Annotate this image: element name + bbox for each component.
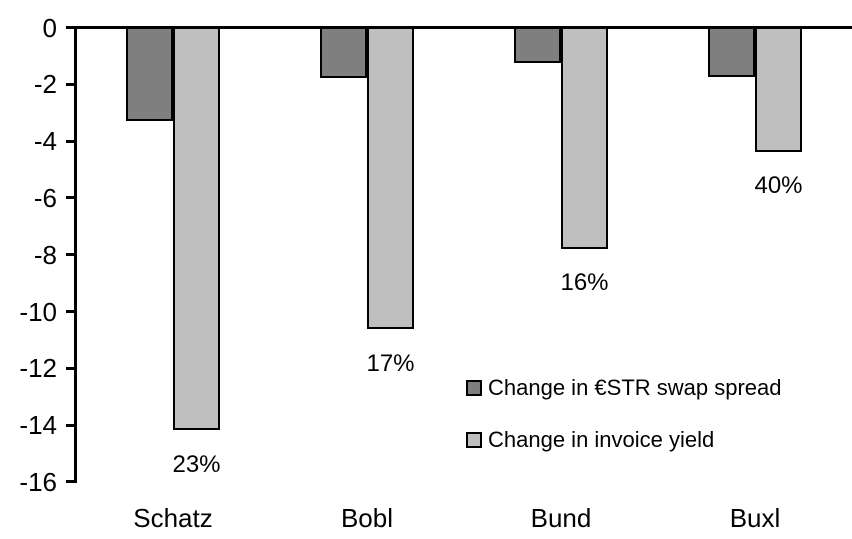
y-axis-tick (66, 253, 75, 257)
y-axis-tick (66, 196, 75, 200)
legend-label: Change in invoice yield (488, 427, 715, 452)
data-label-schatz: 23% (172, 450, 221, 478)
y-axis-tick-label: -16 (19, 466, 57, 497)
x-axis-label-buxl: Buxl (729, 503, 781, 533)
data-label-bund: 16% (560, 269, 609, 297)
legend-swatch-light-icon (466, 432, 482, 448)
bar-swap-spread-bobl (320, 27, 367, 79)
data-label-buxl: 40% (754, 172, 803, 200)
y-axis-tick-label: -4 (33, 126, 57, 157)
y-axis-line (74, 26, 77, 483)
y-axis-tick-label: -2 (33, 69, 57, 100)
bar-invoice-yield-buxl (755, 27, 802, 152)
bar-invoice-yield-bobl (367, 27, 414, 330)
legend-item-invoice-yield: Change in invoice yield (466, 427, 715, 452)
zero-baseline (66, 26, 852, 29)
bar-swap-spread-bund (514, 27, 561, 63)
y-axis-tick (66, 423, 75, 427)
bar-swap-spread-buxl (708, 27, 755, 77)
y-axis-tick-label: -8 (33, 239, 57, 270)
bar-invoice-yield-schatz (173, 27, 220, 431)
y-axis-tick (66, 139, 75, 143)
x-axis-label-bobl: Bobl (340, 503, 394, 533)
x-axis-label-bund: Bund (530, 503, 592, 533)
legend-item-swap-spread: Change in €STR swap spread (466, 375, 782, 400)
bar-swap-spread-schatz (126, 27, 173, 121)
y-axis-tick-label: -10 (19, 296, 57, 327)
y-axis-tick-label: -14 (19, 410, 57, 441)
legend-label: Change in €STR swap spread (488, 375, 782, 400)
y-axis-tick (66, 366, 75, 370)
y-axis-tick-label: -6 (33, 182, 57, 213)
y-axis-tick (66, 480, 75, 484)
y-axis-tick (66, 82, 75, 86)
y-axis-tick-label: 0 (42, 12, 57, 43)
y-axis-tick (66, 310, 75, 313)
y-axis-tick-label: -12 (19, 353, 57, 384)
legend-swatch-dark-icon (466, 380, 482, 396)
x-axis-label-schatz: Schatz (133, 503, 213, 533)
data-label-bobl: 17% (366, 349, 415, 377)
bar-invoice-yield-bund (561, 27, 608, 249)
